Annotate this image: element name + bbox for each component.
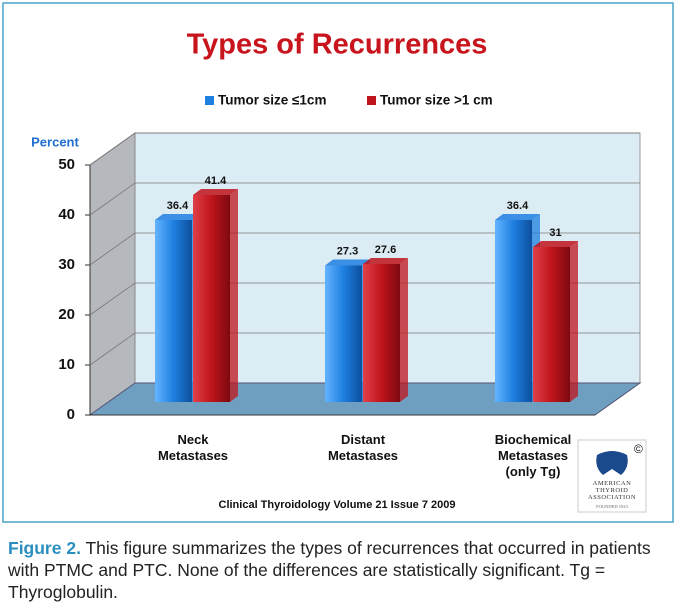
bar-side	[570, 241, 578, 402]
bar	[533, 247, 570, 402]
source: Clinical Thyroidology Volume 21 Issue 7 …	[219, 499, 456, 511]
y-tick-label: 40	[58, 206, 75, 223]
logo-name: AMERICAN THYROID ASSOCIATION	[587, 480, 637, 501]
value-label: 36.4	[507, 200, 529, 212]
x-tick-label: Distant Metastases	[327, 432, 399, 463]
value-label: 27.3	[337, 245, 358, 257]
chart-title: Types of Recurrences	[187, 29, 488, 61]
value-label: 36.4	[167, 200, 189, 212]
grid-line	[89, 332, 640, 366]
y-tick-label: 0	[67, 406, 75, 423]
side-wall	[89, 132, 136, 416]
value-label: 41.4	[205, 175, 227, 187]
bar-top	[193, 189, 238, 195]
bar-top	[495, 214, 540, 220]
y-tick-label: 30	[58, 256, 75, 273]
bar	[155, 220, 192, 402]
caption: Figure 2. This figure summarizes the typ…	[8, 537, 670, 603]
caption-text: This figure summarizes the types of recu…	[8, 538, 651, 602]
bar-side	[230, 189, 238, 402]
figure-border	[2, 2, 674, 523]
grid-line	[89, 182, 640, 216]
caption-label: Figure 2.	[8, 538, 81, 558]
x-tick-label: Biochemical Metastases (only Tg)	[494, 432, 572, 479]
bar	[325, 265, 362, 402]
legend-swatch	[205, 96, 214, 105]
bar-top	[533, 241, 578, 247]
y-tick-label: 20	[58, 306, 75, 323]
bar	[193, 195, 230, 402]
logo-copyright: ©	[634, 442, 643, 456]
y-tick-label: 10	[58, 356, 75, 373]
legend-label: Tumor size ≤1cm	[218, 93, 326, 108]
y-tick-label: 50	[58, 156, 75, 173]
grid-line	[89, 232, 640, 266]
x-tick-label: Neck Metastases	[157, 432, 229, 463]
legend-swatch	[367, 96, 376, 105]
bar-side	[400, 258, 408, 402]
value-label: 27.6	[375, 244, 396, 256]
grid-line	[89, 282, 640, 316]
bar	[363, 264, 400, 402]
bar-top	[363, 258, 408, 264]
bar-top	[155, 214, 200, 220]
logo-founded: FOUNDED 1923	[596, 504, 628, 509]
value-label: 31	[549, 227, 561, 239]
grid-line	[89, 132, 640, 166]
logo-icon	[596, 451, 628, 475]
y-axis-label: Percent	[31, 134, 79, 149]
bar	[495, 220, 532, 402]
bar-top	[325, 259, 370, 266]
legend-label: Tumor size >1 cm	[380, 93, 493, 108]
